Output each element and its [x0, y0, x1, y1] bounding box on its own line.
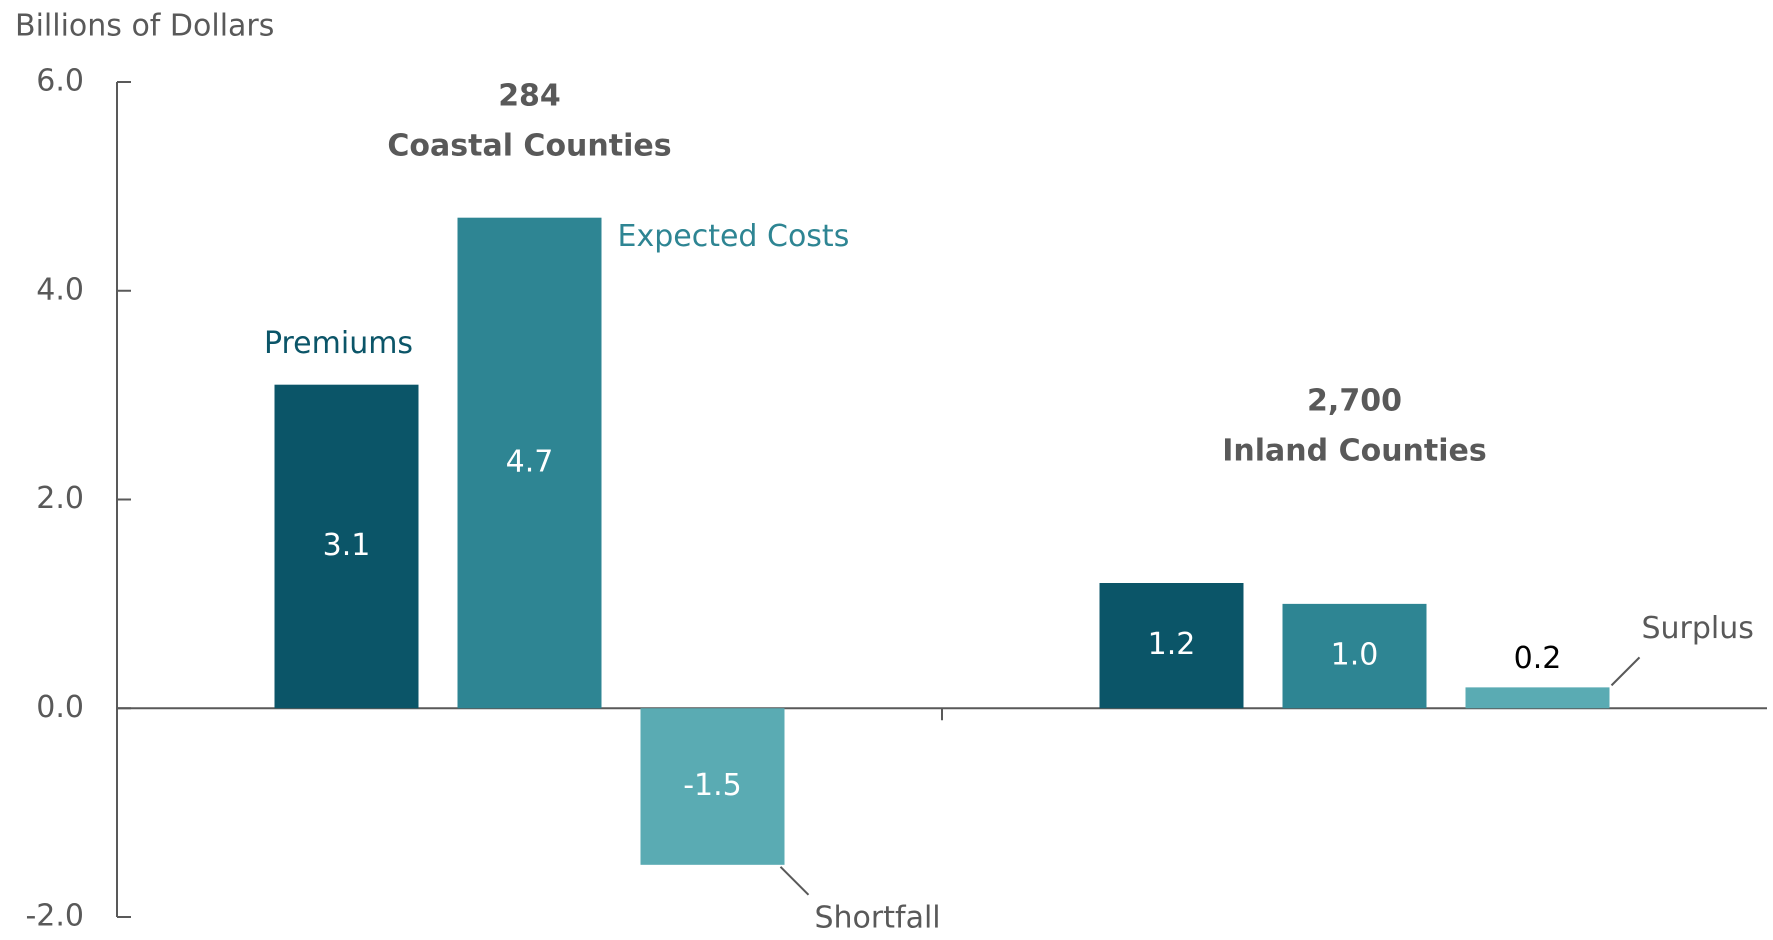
series-label: Expected Costs	[618, 219, 850, 254]
y-tick-label: -2.0	[25, 899, 84, 934]
category-count: 2,700	[1307, 384, 1402, 419]
y-tick-label: 2.0	[36, 481, 84, 516]
value-label: 1.2	[1148, 627, 1196, 662]
bar	[1099, 583, 1244, 709]
value-label: 3.1	[323, 528, 371, 563]
value-label: -1.5	[683, 768, 742, 803]
axis-title: Billions of Dollars	[15, 9, 274, 44]
bar	[640, 708, 785, 865]
annotation: Shortfall	[815, 900, 941, 935]
category-count: 284	[498, 79, 561, 114]
value-label: 0.2	[1514, 641, 1562, 676]
leader-line	[1610, 656, 1641, 687]
category-label: Inland Counties	[1222, 434, 1487, 469]
bar	[1282, 603, 1427, 709]
annotation: Surplus	[1642, 611, 1754, 646]
y-tick-label: 6.0	[36, 64, 84, 99]
value-label: 4.7	[506, 444, 554, 479]
y-tick-label: 0.0	[36, 690, 84, 725]
bar	[1465, 687, 1610, 709]
leader-line	[779, 866, 810, 896]
bar	[457, 217, 602, 709]
y-tick-label: 4.0	[36, 272, 84, 307]
series-label: Premiums	[264, 326, 413, 361]
bar	[274, 384, 419, 709]
category-label: Coastal Counties	[387, 129, 671, 164]
value-label: 1.0	[1331, 638, 1379, 673]
